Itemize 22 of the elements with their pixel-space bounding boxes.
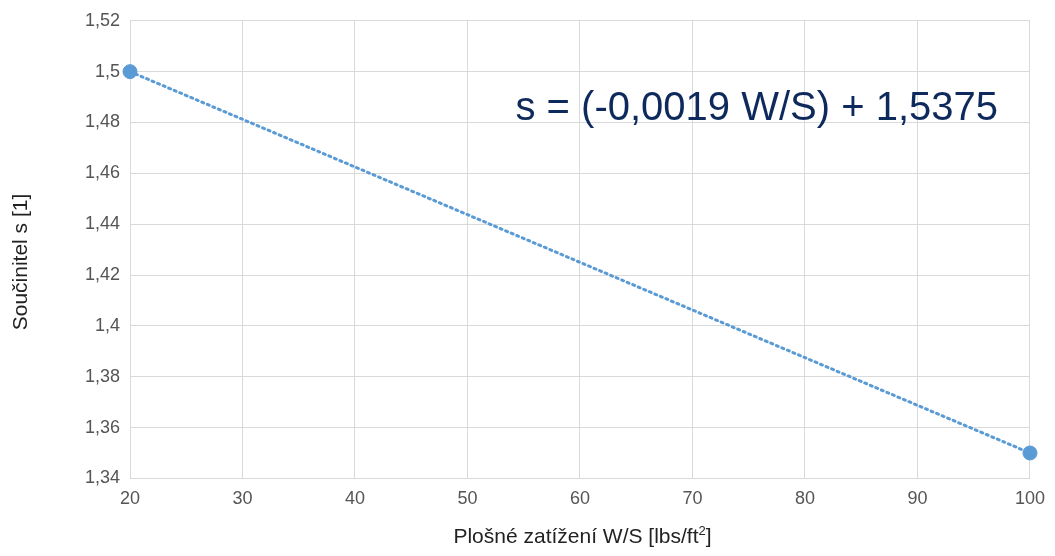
x-tick-label: 20 <box>119 488 141 509</box>
x-tick-label: 70 <box>682 488 703 509</box>
y-tick-label: 1,44 <box>84 213 120 234</box>
y-tick-label: 1,42 <box>84 263 120 284</box>
y-tick-label: 1,52 <box>84 9 120 30</box>
y-tick-label: 1,34 <box>84 467 120 488</box>
x-tick-label: 40 <box>344 488 366 509</box>
annotation: s = (-0,0019 W/S) + 1,5375 <box>515 83 998 128</box>
y-tick-label: 1,46 <box>84 162 120 183</box>
y-tick-label: 1,36 <box>84 416 120 437</box>
y-tick-label: 1,38 <box>84 365 120 386</box>
y-axis-title: Součinitel s [1] <box>8 192 32 333</box>
y-tick-label: 1,4 <box>94 314 120 335</box>
x-axis-title: Plošné zatížení W/S [lbs/ft$^{2}$] <box>452 523 713 548</box>
x-tick-label: 50 <box>457 488 478 509</box>
y-tick-label: 1,48 <box>84 111 120 132</box>
y-tick-label: 1,5 <box>94 60 120 81</box>
x-tick-label: 80 <box>794 488 815 509</box>
x-tick-label: 30 <box>232 488 253 509</box>
x-tick-label: 60 <box>569 488 591 509</box>
x-tick-label: 100 <box>1014 488 1046 509</box>
x-tick-label: 90 <box>907 488 928 509</box>
